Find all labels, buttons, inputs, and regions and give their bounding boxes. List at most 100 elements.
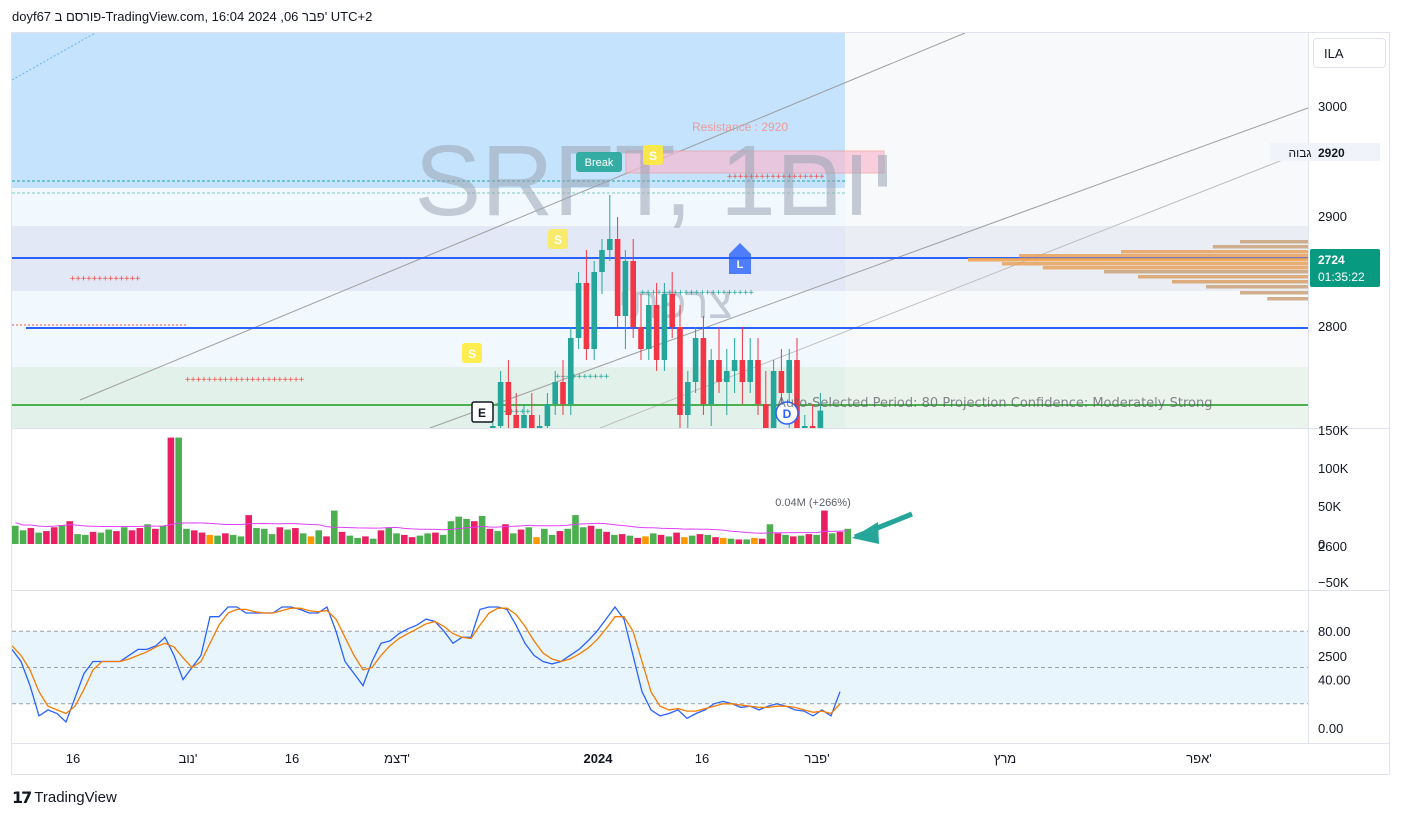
stochastic-axis[interactable]: 80.00 40.00 0.00 <box>1318 624 1351 736</box>
candle-body <box>708 360 714 404</box>
volume-tick-label: 50K <box>1318 499 1341 514</box>
volume-bar <box>727 538 735 544</box>
candle <box>731 338 738 393</box>
candle <box>755 338 761 415</box>
candle-body <box>497 382 504 426</box>
s-marker[interactable]: S <box>643 145 663 165</box>
volume-bar <box>533 537 540 544</box>
stoch-tick-label: 80.00 <box>1318 624 1351 639</box>
volume-bar <box>455 516 463 544</box>
volume-bar <box>105 529 112 544</box>
chart-frame <box>11 32 1390 775</box>
s-marker[interactable]: S <box>548 229 568 249</box>
break-marker[interactable] <box>576 152 622 172</box>
candle <box>529 393 535 428</box>
candle <box>123 547 129 602</box>
volume-bar <box>618 534 626 544</box>
candle <box>622 250 629 349</box>
candle-body <box>778 371 785 393</box>
volume-bar <box>43 531 50 544</box>
volume-bar <box>634 537 641 544</box>
volume-bar <box>548 534 556 544</box>
channel-lower-line[interactable] <box>429 107 1308 428</box>
stochastic-pane[interactable] <box>12 605 1308 724</box>
candle <box>92 580 98 624</box>
e-marker[interactable]: E <box>471 401 494 423</box>
volume-profile-row <box>1042 266 1308 270</box>
volume-bar <box>712 537 719 544</box>
s-marker[interactable]: S <box>462 343 482 363</box>
cross-markers: +++++++++++++ <box>70 274 141 284</box>
candle-body <box>420 591 426 613</box>
price-pane[interactable]: SRFT, 1יום צרפתי +++++++++++++ +++++++++… <box>12 33 1308 701</box>
candle <box>763 371 769 428</box>
volume-bar <box>509 533 517 544</box>
volume-bar <box>704 534 712 544</box>
candle-body <box>724 371 730 382</box>
candle <box>38 547 44 613</box>
volume-pane[interactable]: 0.04M (+266%) <box>12 437 913 544</box>
resistance-box[interactable] <box>625 150 885 174</box>
candle-body <box>638 327 644 349</box>
candle <box>591 261 597 360</box>
volume-bar <box>183 528 190 544</box>
volume-bar <box>758 538 766 544</box>
candle-body <box>755 360 761 404</box>
d-marker[interactable]: D <box>775 401 799 425</box>
candle-body <box>653 305 660 360</box>
candle-body <box>53 591 59 613</box>
tradingview-logo[interactable]: 17 TradingView <box>12 787 117 807</box>
candle-body <box>786 360 792 393</box>
candle <box>53 580 59 635</box>
volume-bar <box>579 527 587 544</box>
candle <box>607 195 613 261</box>
volume-bar <box>175 437 182 544</box>
candle-body <box>747 360 753 382</box>
candle-body <box>802 426 808 428</box>
time-tick-label: דצמ' <box>384 751 410 766</box>
volume-profile-row <box>1121 250 1308 254</box>
stoch-d-line[interactable] <box>12 607 841 715</box>
volume-bar <box>681 537 688 544</box>
time-tick-label: 2024 <box>584 751 614 766</box>
volume-bar <box>774 533 782 544</box>
price-tick-label: 2500 <box>1318 649 1347 664</box>
symbol-box[interactable]: ILA <box>1313 38 1386 68</box>
volume-axis[interactable]: 150K 100K 50K 0 −50K <box>1318 423 1349 590</box>
volume-bar <box>260 528 268 544</box>
volume-bar <box>696 534 704 544</box>
candle <box>817 393 824 428</box>
volume-profile <box>968 240 1308 301</box>
candle <box>84 547 90 613</box>
candle <box>778 349 785 404</box>
volume-bar <box>486 528 494 544</box>
candle <box>568 327 574 415</box>
channel-upper-line[interactable] <box>79 33 966 401</box>
volume-series[interactable] <box>12 437 852 544</box>
candle <box>653 283 660 371</box>
candle <box>552 371 558 415</box>
candle-body <box>412 591 418 602</box>
candle-body <box>614 239 621 316</box>
price-axis[interactable]: 3000 2900 2800 2600 2500 <box>1318 99 1347 664</box>
time-axis[interactable]: 16 נוב' 16 דצמ' 2024 16 פבר' מרץ אפר' <box>66 751 1212 766</box>
candle-body <box>451 613 457 624</box>
candle <box>45 547 51 602</box>
stoch-k-line[interactable] <box>12 605 841 724</box>
candle-body <box>692 338 699 382</box>
d-marker-label: D <box>783 407 792 421</box>
volume-bar <box>159 525 167 544</box>
time-tick-label: אפר' <box>1186 751 1212 766</box>
l-marker[interactable]: L <box>729 243 751 274</box>
candlestick-series[interactable] <box>14 195 824 701</box>
volume-change-label: 0.04M (+266%) <box>775 497 851 509</box>
candle-body <box>116 569 122 602</box>
s-marker-label: S <box>649 149 657 163</box>
volume-bar <box>471 521 478 544</box>
volume-bar <box>253 528 260 544</box>
cross-markers: ++++++++++++++++++++++ <box>185 375 305 385</box>
candle <box>809 404 816 428</box>
volume-bar <box>144 524 151 544</box>
candle-body <box>685 382 691 415</box>
